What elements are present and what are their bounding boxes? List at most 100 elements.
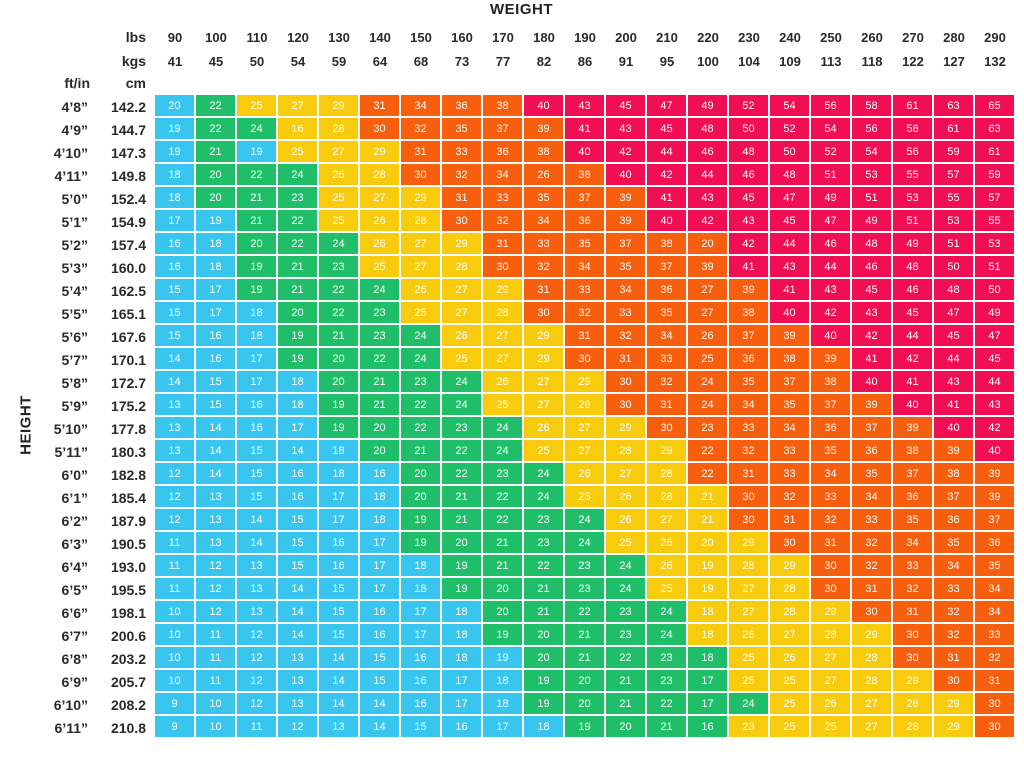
height-ftin: 6’7”: [61, 628, 88, 644]
bmi-cell: 20: [483, 578, 522, 599]
bmi-cell: 13: [319, 716, 358, 737]
bmi-cell: 28: [770, 578, 809, 599]
bmi-cell: 14: [319, 670, 358, 691]
lbs-value: 150: [410, 30, 432, 45]
bmi-cell: 53: [852, 164, 891, 185]
bmi-cell: 21: [442, 486, 481, 507]
bmi-cell: 51: [975, 256, 1014, 277]
bmi-cell: 39: [770, 325, 809, 346]
bmi-cell: 29: [852, 624, 891, 645]
bmi-cell: 18: [360, 486, 399, 507]
bmi-cell: 46: [893, 279, 932, 300]
bmi-cell: 22: [196, 118, 235, 139]
bmi-cell: 22: [278, 210, 317, 231]
bmi-cell: 14: [319, 647, 358, 668]
bmi-cell: 48: [729, 141, 768, 162]
bmi-cell: 19: [237, 279, 276, 300]
bmi-cell: 19: [524, 670, 563, 691]
bmi-cell: 14: [237, 509, 276, 530]
bmi-cell: 49: [811, 187, 850, 208]
bmi-cell: 45: [647, 118, 686, 139]
bmi-cell: 42: [729, 233, 768, 254]
bmi-cell: 38: [647, 233, 686, 254]
bmi-cell: 57: [975, 187, 1014, 208]
bmi-cell: 24: [647, 624, 686, 645]
height-ftin: 6’3”: [61, 536, 88, 552]
bmi-cell: 25: [524, 440, 563, 461]
bmi-cell: 18: [401, 578, 440, 599]
bmi-cell: 15: [401, 716, 440, 737]
bmi-cell: 31: [770, 509, 809, 530]
bmi-cell: 65: [975, 95, 1014, 116]
bmi-cell: 38: [565, 164, 604, 185]
lbs-value: 180: [533, 30, 555, 45]
bmi-cell: 27: [852, 693, 891, 714]
bmi-cell: 24: [729, 693, 768, 714]
bmi-cell: 23: [319, 256, 358, 277]
bmi-cell: 10: [155, 647, 194, 668]
bmi-cell: 26: [647, 555, 686, 576]
bmi-cell: 15: [319, 601, 358, 622]
bmi-cell: 24: [688, 371, 727, 392]
bmi-cell: 37: [565, 187, 604, 208]
bmi-cell: 33: [770, 440, 809, 461]
height-ftin: 6’4”: [61, 559, 88, 575]
bmi-cell: 15: [278, 555, 317, 576]
bmi-cell: 20: [319, 348, 358, 369]
bmi-cell: 33: [565, 279, 604, 300]
bmi-cell: 20: [565, 693, 604, 714]
bmi-cell: 22: [401, 394, 440, 415]
bmi-cell: 19: [442, 555, 481, 576]
bmi-cell: 41: [729, 256, 768, 277]
kgs-value: 91: [618, 54, 634, 69]
height-ftin: 4’8”: [61, 99, 88, 115]
bmi-cell: 41: [934, 394, 973, 415]
bmi-cell: 44: [934, 348, 973, 369]
bmi-cell: 24: [524, 486, 563, 507]
bmi-cell: 24: [237, 118, 276, 139]
bmi-cell: 20: [688, 233, 727, 254]
bmi-cell: 29: [934, 693, 973, 714]
kgs-value: 109: [779, 54, 801, 69]
bmi-cell: 18: [524, 716, 563, 737]
bmi-cell: 28: [647, 486, 686, 507]
bmi-cell: 47: [811, 210, 850, 231]
bmi-cell: 13: [196, 486, 235, 507]
bmi-cell: 26: [442, 325, 481, 346]
bmi-cell: 15: [278, 509, 317, 530]
bmi-cell: 12: [155, 486, 194, 507]
bmi-cell: 30: [975, 693, 1014, 714]
bmi-cell: 10: [155, 670, 194, 691]
bmi-cell: 26: [606, 486, 645, 507]
height-ftin: 5’3”: [61, 260, 88, 276]
lbs-value: 120: [287, 30, 309, 45]
height-ftin: 6’6”: [61, 605, 88, 621]
bmi-cell: 24: [688, 394, 727, 415]
bmi-cell: 25: [770, 670, 809, 691]
height-cm: 195.5: [110, 582, 146, 598]
bmi-cell: 42: [893, 348, 932, 369]
bmi-cell: 24: [483, 417, 522, 438]
bmi-cell: 19: [278, 325, 317, 346]
bmi-cell: 28: [442, 256, 481, 277]
bmi-cell: 9: [155, 693, 194, 714]
bmi-cell: 40: [975, 440, 1014, 461]
kgs-value: 113: [820, 54, 842, 69]
bmi-cell: 29: [811, 601, 850, 622]
bmi-cell: 42: [688, 210, 727, 231]
bmi-cell: 33: [811, 486, 850, 507]
bmi-cell: 14: [360, 693, 399, 714]
bmi-cell: 12: [278, 716, 317, 737]
bmi-cell: 18: [483, 670, 522, 691]
bmi-cell: 13: [196, 532, 235, 553]
height-ftin: 6’1”: [61, 490, 88, 506]
bmi-cell: 31: [647, 394, 686, 415]
bmi-cell: 31: [811, 532, 850, 553]
height-cm: 160.0: [110, 260, 146, 276]
bmi-cell: 18: [278, 394, 317, 415]
bmi-cell: 22: [442, 440, 481, 461]
bmi-cell: 26: [770, 647, 809, 668]
height-cm: 208.2: [110, 697, 146, 713]
bmi-cell: 25: [606, 532, 645, 553]
bmi-cell: 29: [524, 348, 563, 369]
